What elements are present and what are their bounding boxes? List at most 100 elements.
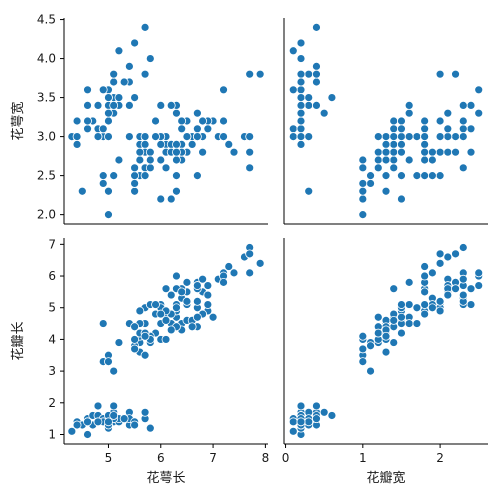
data-point: [312, 22, 321, 32]
data-point: [381, 331, 391, 341]
data-point: [304, 93, 314, 102]
data-point: [140, 171, 150, 181]
data-point: [435, 258, 445, 268]
data-point: [458, 116, 468, 126]
data-point: [177, 287, 187, 297]
data-point: [140, 22, 150, 32]
data-point: [296, 401, 306, 411]
data-point: [109, 401, 119, 411]
data-point: [451, 132, 460, 142]
data-point: [404, 108, 414, 118]
data-point: [72, 116, 82, 126]
data-point: [135, 306, 145, 316]
y-tick-label: 2.0: [37, 208, 56, 222]
data-point: [420, 262, 430, 271]
data-point: [304, 132, 314, 142]
data-point: [203, 281, 213, 290]
data-point: [373, 155, 383, 165]
data-point: [156, 140, 166, 149]
data-point: [114, 338, 124, 347]
data-point: [172, 271, 181, 281]
data-point: [304, 69, 314, 79]
data-point: [114, 46, 124, 56]
data-point: [327, 411, 337, 420]
data-point: [427, 268, 437, 278]
data-point: [397, 194, 406, 204]
data-point: [381, 171, 391, 181]
data-point: [172, 171, 181, 181]
data-point: [435, 171, 445, 181]
data-point: [98, 85, 108, 95]
data-point: [466, 300, 476, 309]
data-point: [145, 423, 155, 433]
data-point: [420, 309, 430, 319]
data-point: [420, 271, 430, 281]
data-point: [172, 108, 181, 118]
data-point: [172, 186, 181, 196]
data-point: [135, 155, 145, 165]
y-tick-label: 2.5: [37, 169, 56, 183]
data-point: [296, 100, 306, 110]
data-point: [288, 46, 298, 56]
data-point: [172, 147, 181, 157]
x-tick-label: 0: [282, 451, 290, 465]
data-point: [420, 124, 430, 134]
data-point: [466, 284, 476, 294]
data-point: [124, 132, 134, 142]
data-point: [219, 116, 228, 126]
data-point: [474, 268, 484, 278]
data-point: [427, 147, 437, 157]
data-point: [198, 274, 208, 284]
data-point: [83, 116, 92, 126]
data-point: [192, 312, 202, 322]
data-point: [104, 357, 113, 367]
data-point: [412, 319, 422, 328]
data-point: [114, 155, 124, 165]
data-point: [358, 186, 368, 196]
data-point: [187, 140, 197, 149]
data-point: [466, 147, 476, 157]
data-point: [109, 171, 119, 181]
data-point: [366, 171, 375, 181]
data-point: [83, 417, 92, 427]
data-point: [161, 335, 171, 344]
data-point: [114, 93, 124, 102]
data-point: [156, 100, 166, 110]
data-point: [443, 108, 453, 118]
data-point: [182, 132, 192, 142]
data-point: [140, 350, 150, 360]
y-tick-label: 3: [48, 364, 56, 378]
data-point: [381, 140, 391, 149]
data-point: [458, 290, 468, 300]
data-point: [451, 147, 460, 157]
data-point: [72, 140, 82, 149]
data-point: [412, 171, 422, 181]
data-point: [109, 77, 119, 87]
data-point: [104, 132, 113, 142]
data-point: [109, 366, 119, 376]
data-point: [443, 252, 453, 262]
data-point: [435, 147, 445, 157]
data-point: [224, 140, 234, 149]
data-point: [389, 140, 399, 149]
data-point: [172, 303, 181, 313]
data-point: [198, 116, 208, 126]
data-point: [358, 179, 368, 188]
data-point: [397, 312, 406, 322]
data-point: [192, 108, 202, 118]
data-point: [381, 347, 391, 357]
data-point: [161, 315, 171, 325]
data-point: [427, 155, 437, 165]
panel-sepal_length-vs-sepal_width: 2.0 2.5 3.0 3.5 4.0 4.5 花萼宽: [10, 13, 268, 225]
data-point: [151, 116, 160, 126]
data-point: [435, 69, 445, 79]
data-point: [389, 124, 399, 134]
data-point: [443, 147, 453, 157]
data-point: [358, 344, 368, 354]
data-point: [366, 366, 375, 376]
data-point: [166, 325, 176, 335]
data-point: [166, 194, 176, 204]
data-point: [198, 147, 208, 157]
